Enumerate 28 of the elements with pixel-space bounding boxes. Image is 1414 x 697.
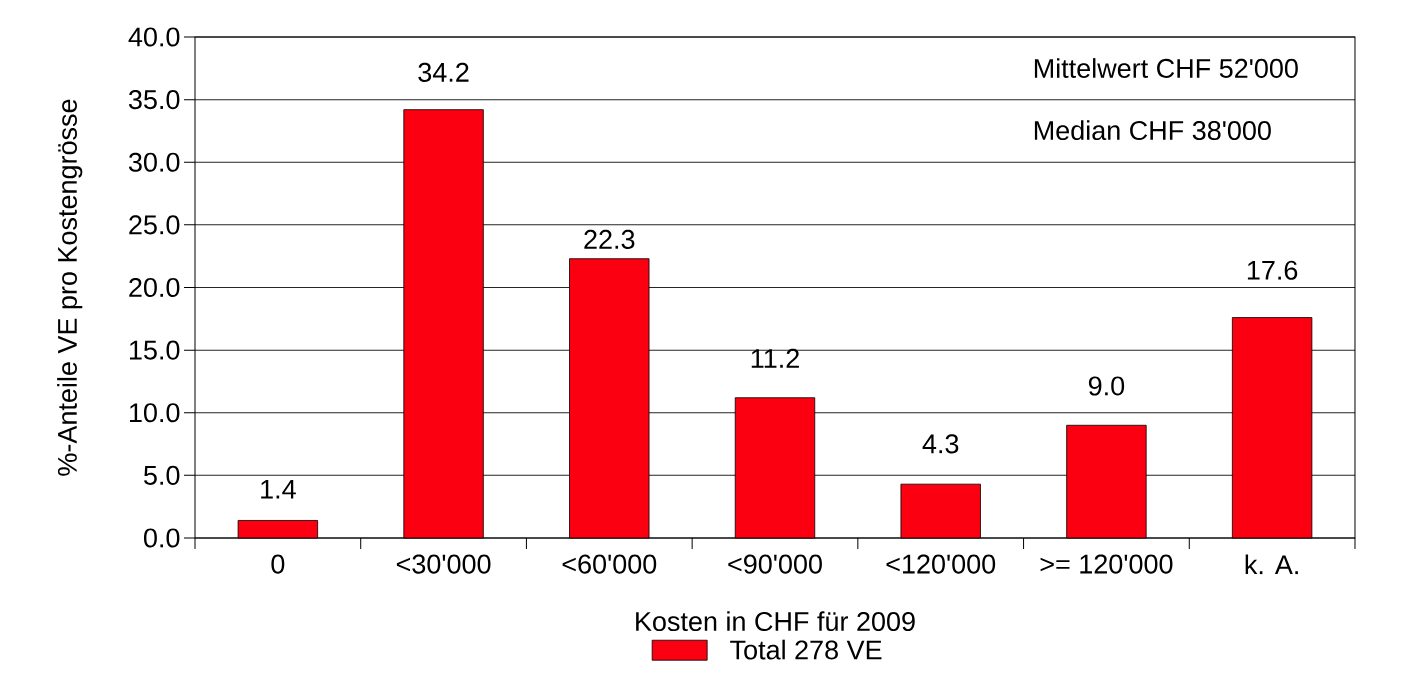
y-tick-label: 20.0 — [129, 277, 180, 298]
y-tick-label: 0.0 — [143, 528, 180, 548]
data-label: 4.3 — [922, 434, 959, 454]
x-tick-label: <30'000 — [396, 554, 491, 574]
y-tick-label: 25.0 — [129, 215, 180, 235]
data-label: 1.4 — [261, 479, 296, 499]
data-label: 11.2 — [751, 348, 799, 368]
x-tick-label: <120'000 — [886, 554, 996, 574]
annotation: Mittelwert CHF 52'000 — [1034, 58, 1298, 78]
y-tick-label: 15.0 — [129, 340, 180, 360]
data-label: 22.3 — [584, 229, 635, 249]
x-axis-title: Kosten in CHF für 2009 — [636, 611, 915, 632]
x-tick-label: 0 — [271, 554, 285, 574]
y-tick-label: 10.0 — [129, 403, 180, 423]
y-tick-label: 35.0 — [128, 90, 180, 110]
y-tick-label: 5.0 — [144, 465, 180, 485]
x-tick-label: k. A. — [1245, 554, 1298, 575]
y-tick-label: 30.0 — [128, 152, 180, 172]
y-axis-title: %-Anteile VE pro Kostengrösse — [57, 99, 83, 476]
annotation: Median CHF 38'000 — [1034, 120, 1271, 141]
data-label: 34.2 — [418, 62, 469, 82]
x-tick-label: >= 120'000 — [1040, 554, 1173, 574]
y-tick-label: 40.0 — [128, 27, 180, 47]
data-label: 9.0 — [1088, 376, 1125, 396]
x-tick-label: <60'000 — [562, 554, 657, 574]
x-tick-label: <90'000 — [728, 554, 822, 574]
legend-label: Total 278 VE — [730, 639, 882, 660]
data-label: 17.6 — [1247, 260, 1298, 280]
